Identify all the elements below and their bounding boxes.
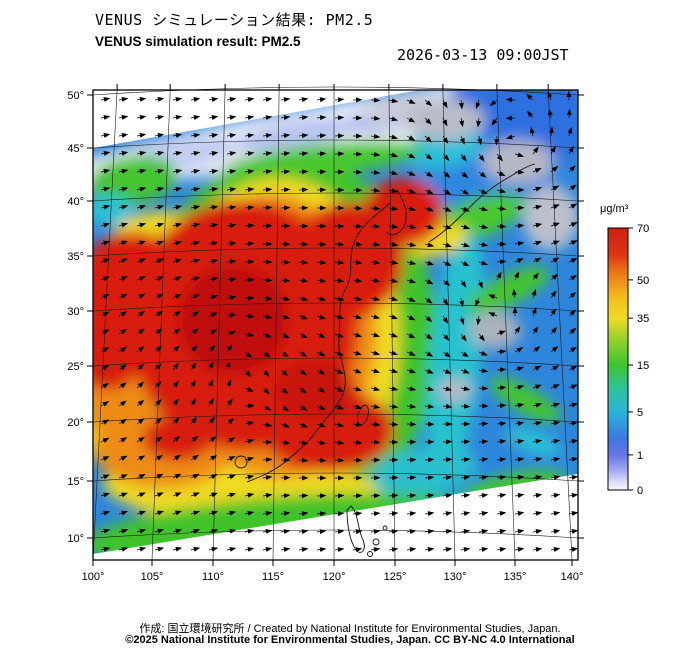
lon-tick-label: 100° — [82, 571, 105, 583]
lat-tick-label: 30° — [67, 306, 84, 318]
lon-tick-label: 130° — [444, 571, 467, 583]
colorbar-tick-label: 1 — [637, 450, 643, 462]
lon-tick-label: 105° — [141, 571, 164, 583]
lat-tick-label: 50° — [67, 90, 84, 102]
lat-tick-label: 20° — [67, 417, 84, 429]
pm25-concentration-map: 50° 45° 40° 35° 30° 25° 20° 15° 10° 100° 105° 110° 1… — [67, 84, 584, 583]
lon-tick-label: 135° — [504, 571, 527, 583]
map-frame — [92, 89, 579, 561]
colorbar-unit-label: μg/m³ — [600, 203, 629, 215]
lat-tick-label: 45° — [67, 143, 84, 155]
colorbar-gradient-bar — [607, 227, 629, 491]
lon-tick-label: 110° — [202, 571, 224, 583]
lon-tick-label: 115° — [262, 571, 284, 583]
lat-tick-label: 40° — [67, 196, 84, 208]
lat-tick-label: 15° — [67, 476, 84, 488]
colorbar-tick-label: 5 — [637, 407, 643, 419]
lat-tick-label: 25° — [67, 361, 84, 373]
lon-tick-label: 120° — [323, 571, 346, 583]
pm25-field-layer — [93, 90, 578, 554]
page-title-japanese: VENUS シミュレーション結果: PM2.5 — [95, 11, 374, 29]
colorbar-tick-label: 70 — [637, 223, 649, 235]
colorbar-tick-label: 35 — [637, 313, 649, 325]
wind-vector-layer — [100, 90, 579, 553]
colorbar-ticks: 70 50 35 15 5 1 0 — [628, 223, 649, 497]
lat-tick-label: 10° — [67, 533, 84, 545]
lon-tick-label: 125° — [384, 571, 407, 583]
colorbar-tick-label: 0 — [637, 485, 643, 497]
colorbar-tick-label: 15 — [637, 360, 649, 372]
license-line: ©2025 National Institute for Environment… — [125, 634, 575, 646]
lat-tick-label: 35° — [67, 251, 84, 263]
lon-tick-label: 140° — [561, 571, 584, 583]
simulation-timestamp: 2026-03-13 09:00JST — [397, 46, 569, 64]
axis-ticks-and-labels: 50° 45° 40° 35° 30° 25° 20° 15° 10° 100° 105° 110° 1… — [67, 84, 584, 583]
page-title-english: VENUS simulation result: PM2.5 — [95, 34, 301, 49]
colorbar-tick-label: 50 — [637, 275, 649, 287]
colorbar: μg/m³ 70 50 35 15 5 1 0 — [600, 203, 649, 497]
credit-line: 作成: 国立環境研究所 / Created by National Instit… — [139, 623, 561, 635]
